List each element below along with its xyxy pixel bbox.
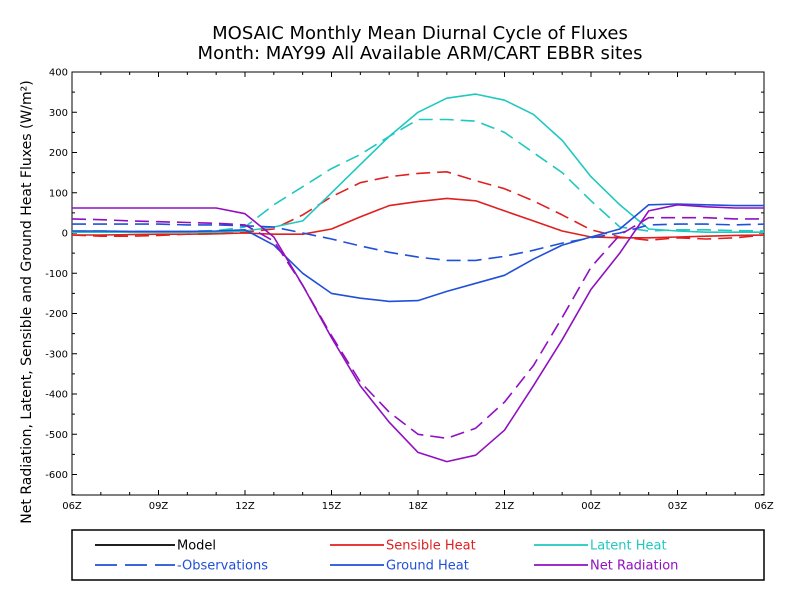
y-tick-label: -300 [45,349,68,360]
chart-subtitle: Month: MAY99 All Available ARM/CART EBBR… [198,43,643,64]
ticks-layer: 400 300 200 100 0 -100 -200 -300 -400 -500 -600 06Z… [45,68,774,513]
series-line-ground-heat-model [72,203,764,303]
series-line-ground-heat-observations [72,223,765,262]
legend-box [71,529,765,581]
x-tick-label: 18Z [408,501,428,512]
legend-layer: Model Sensible Heat Latent Heat -Observatio… [95,539,678,574]
x-tick-label: 06Z [754,501,774,512]
y-tick-label: 300 [49,108,68,119]
series-line-net-radiation-model [72,204,764,463]
y-tick-label: -500 [45,430,68,441]
legend-label: -Observations [177,559,268,574]
legend-label: Net Radiation [590,559,678,574]
x-tick-label: 09Z [149,501,169,512]
y-tick-label: -200 [45,309,68,320]
y-tick-label: 0 [62,229,68,240]
x-tick-label: 21Z [495,501,515,512]
x-tick-label: 15Z [322,501,342,512]
x-tick-label: 00Z [581,501,601,512]
series-line-net-radiation-observations [71,216,764,440]
y-tick-label: 100 [49,188,68,199]
series-line-latent-heat-model [72,93,764,233]
series-line-latent-heat-observations [72,118,765,233]
legend-label: Model [177,539,216,554]
series-layer [71,93,765,463]
plot-frame [71,71,765,496]
y-tick-label: -400 [45,390,68,401]
legend-label: Sensible Heat [386,539,476,554]
y-tick-label: -100 [45,269,68,280]
y-tick-label: -600 [45,470,68,481]
chart-title: MOSAIC Monthly Mean Diurnal Cycle of Flu… [212,23,628,44]
y-tick-label: 400 [49,68,68,79]
y-axis-label: Net Radiation, Latent, Sensible and Grou… [19,80,35,523]
x-tick-label: 03Z [668,501,688,512]
legend-label: Latent Heat [590,539,667,554]
series-line-sensible-heat-observations [71,171,765,241]
legend-label: Ground Heat [386,559,469,574]
y-tick-label: 200 [49,148,68,159]
x-tick-label: 06Z [62,501,82,512]
x-tick-label: 12Z [235,501,255,512]
